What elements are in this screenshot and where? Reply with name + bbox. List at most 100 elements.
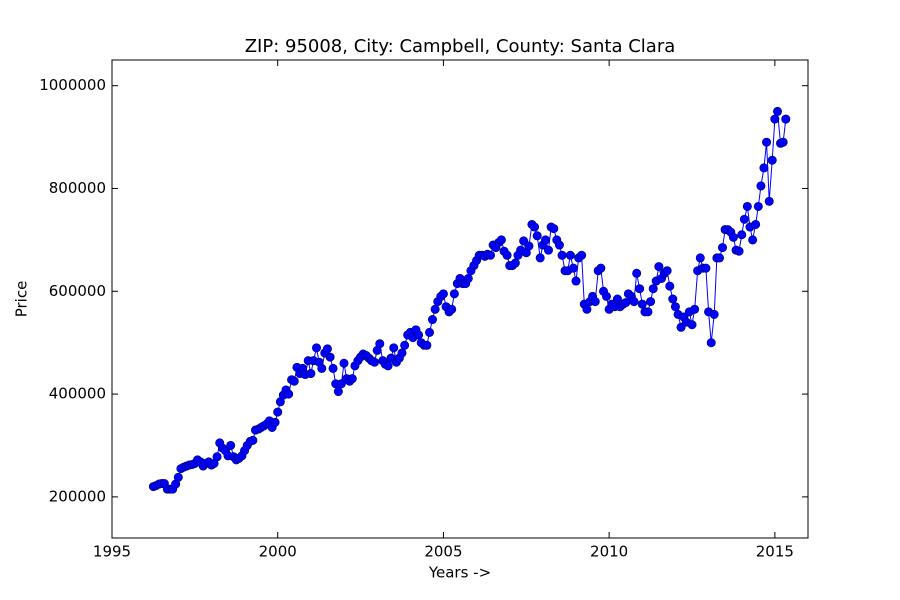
data-point (532, 231, 542, 241)
data-point (728, 232, 738, 242)
data-point (577, 250, 587, 260)
data-point (328, 363, 338, 373)
data-point (284, 389, 294, 399)
data-point (438, 289, 448, 299)
data-point (632, 268, 642, 278)
data-point (383, 361, 393, 371)
data-point (306, 369, 316, 379)
data-point (762, 137, 772, 147)
data-point (510, 258, 520, 268)
data-point (690, 304, 700, 314)
data-point (753, 201, 763, 211)
data-point (557, 250, 567, 260)
data-point (463, 273, 473, 283)
data-point (701, 263, 711, 273)
y-tick-label: 600000 (49, 282, 106, 300)
data-point (502, 250, 512, 260)
x-tick-label: 2015 (756, 543, 794, 561)
data-point (706, 338, 716, 348)
data-point (554, 240, 564, 250)
x-tick-label: 1995 (93, 543, 131, 561)
data-point (759, 163, 769, 173)
data-point (549, 224, 559, 234)
data-point (400, 340, 410, 350)
data-point (773, 106, 783, 116)
data-point (397, 348, 407, 358)
data-point (447, 304, 457, 314)
data-point (449, 289, 459, 299)
data-point (778, 137, 788, 147)
data-point (389, 343, 399, 353)
data-point (715, 253, 725, 263)
x-axis-label: Years -> (428, 564, 491, 582)
data-point (717, 243, 727, 253)
data-point (375, 339, 385, 349)
data-point (695, 253, 705, 263)
data-point (582, 304, 592, 314)
data-point (637, 299, 647, 309)
data-point (742, 201, 752, 211)
y-tick-label: 400000 (49, 385, 106, 403)
data-point (541, 235, 551, 245)
data-point (654, 262, 664, 272)
data-point (430, 304, 440, 314)
data-point (524, 241, 534, 251)
data-point (764, 196, 774, 206)
data-point (535, 253, 545, 263)
data-point (770, 114, 780, 124)
data-point (565, 250, 575, 260)
data-point (643, 307, 653, 317)
data-point (648, 284, 658, 294)
data-point (425, 327, 435, 337)
data-point (629, 297, 639, 307)
data-point (734, 246, 744, 256)
y-tick-label: 200000 (49, 487, 106, 505)
plot-frame (111, 59, 809, 539)
data-point (751, 219, 761, 229)
data-point (369, 357, 379, 367)
data-point (543, 245, 553, 255)
data-point (414, 330, 424, 340)
data-point (590, 297, 600, 307)
data-point (339, 358, 349, 368)
data-point (427, 315, 437, 325)
data-point (530, 222, 540, 232)
data-point (739, 214, 749, 224)
data-point (601, 291, 611, 301)
data-point (665, 281, 675, 291)
x-tick-label: 2005 (424, 543, 462, 561)
y-tick-label: 1000000 (39, 76, 106, 94)
data-point (687, 320, 697, 330)
data-point (289, 376, 299, 386)
data-point (756, 181, 766, 191)
data-point (333, 387, 343, 397)
data-point (668, 294, 678, 304)
data-point (322, 344, 332, 354)
data-point (571, 276, 581, 286)
data-point (273, 407, 283, 417)
x-tick-label: 2000 (259, 543, 297, 561)
data-point (422, 340, 432, 350)
data-point (596, 263, 606, 273)
data-point (311, 343, 321, 353)
data-point (568, 263, 578, 273)
data-point (635, 284, 645, 294)
data-point (662, 266, 672, 276)
data-point (485, 250, 495, 260)
data-point (347, 374, 357, 384)
y-tick-label: 800000 (49, 179, 106, 197)
data-point (496, 235, 506, 245)
data-point (748, 235, 758, 245)
data-point (646, 297, 656, 307)
data-point (737, 230, 747, 240)
data-point (781, 114, 791, 124)
x-tick-label: 2010 (590, 543, 628, 561)
data-point (709, 309, 719, 319)
data-point (670, 302, 680, 312)
data-point (767, 155, 777, 165)
data-point (270, 417, 280, 427)
chart-title: ZIP: 95008, City: Campbell, County: Sant… (245, 36, 676, 57)
data-point (226, 440, 236, 450)
